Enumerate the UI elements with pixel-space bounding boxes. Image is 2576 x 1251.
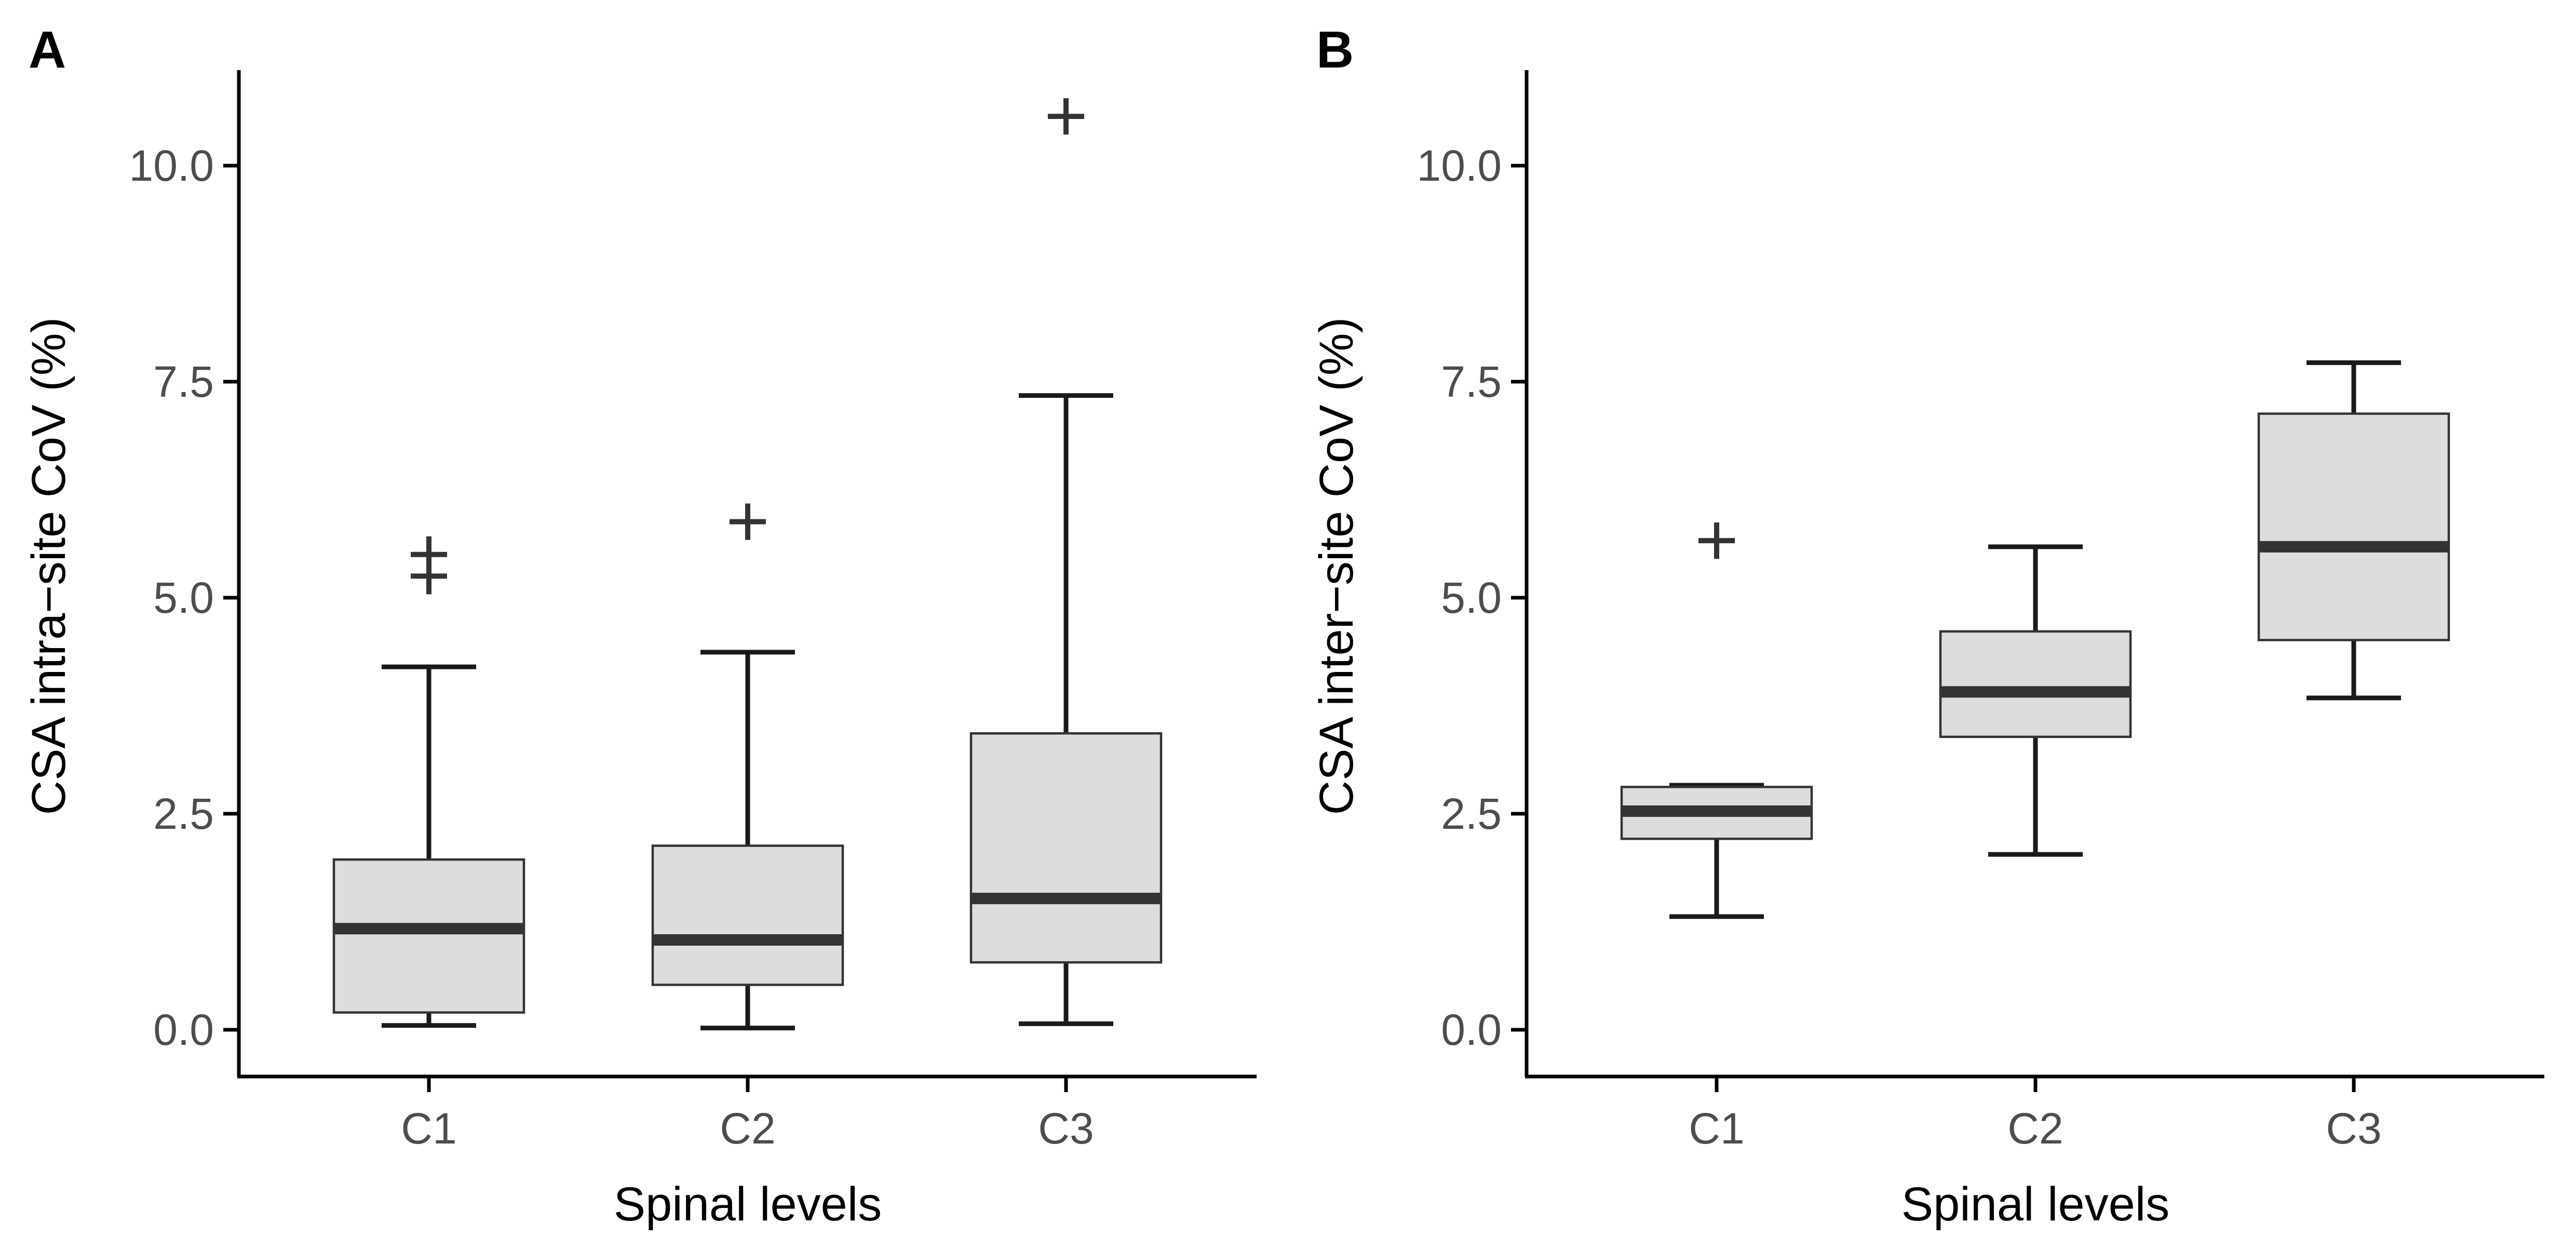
x-tick-label: C1 — [401, 1104, 456, 1153]
x-tick-label: C3 — [1038, 1104, 1094, 1153]
box-c1 — [332, 536, 525, 1028]
y-tick-label: 7.5 — [153, 357, 214, 406]
box-c2 — [651, 503, 844, 1031]
panel-b: B 0.0 2.5 5.0 7.5 10.0 C1 C2 C3 Spinal levels CSA … — [1310, 21, 2544, 1231]
outlier-point — [1698, 522, 1735, 559]
y-tick-label: 0.0 — [1441, 1005, 1502, 1054]
iqr-box — [969, 732, 1163, 964]
iqr-box — [2257, 412, 2450, 641]
y-tick-label: 10.0 — [129, 141, 214, 190]
outlier-point — [1048, 98, 1084, 135]
y-tick-label: 0.0 — [153, 1005, 214, 1054]
outlier-point — [730, 503, 766, 540]
y-tick-label: 10.0 — [1417, 141, 1502, 190]
box-c3 — [2257, 360, 2450, 701]
panel-a: A 0.0 2.5 5.0 7.5 10.0 C1 C2 C3 Spinal levels CSA … — [22, 21, 1257, 1231]
box-c1 — [1620, 522, 1813, 919]
y-tick-label: 7.5 — [1441, 357, 1502, 406]
iqr-box — [1939, 630, 2132, 738]
x-axis-title: Spinal levels — [614, 1178, 882, 1231]
x-tick-label: C1 — [1689, 1104, 1744, 1153]
x-axis-title: Spinal levels — [1901, 1178, 2170, 1231]
y-tick-label: 5.0 — [153, 573, 214, 622]
x-tick-label: C2 — [720, 1104, 775, 1153]
x-tick-label: C3 — [2326, 1104, 2381, 1153]
outlier-point — [411, 536, 447, 573]
panel-label: B — [1316, 21, 1354, 79]
x-tick-label: C2 — [2007, 1104, 2063, 1153]
y-axis-title: CSA intra−site CoV (%) — [22, 317, 75, 815]
box-c3 — [969, 98, 1163, 1026]
panel-label: A — [29, 21, 66, 79]
iqr-box — [651, 844, 844, 986]
y-tick-label: 5.0 — [1441, 573, 1502, 622]
y-axis-title: CSA inter−site CoV (%) — [1310, 317, 1363, 815]
box-c2 — [1939, 544, 2132, 857]
iqr-box — [332, 858, 525, 1014]
y-tick-label: 2.5 — [1441, 789, 1502, 838]
y-tick-label: 2.5 — [153, 789, 214, 838]
